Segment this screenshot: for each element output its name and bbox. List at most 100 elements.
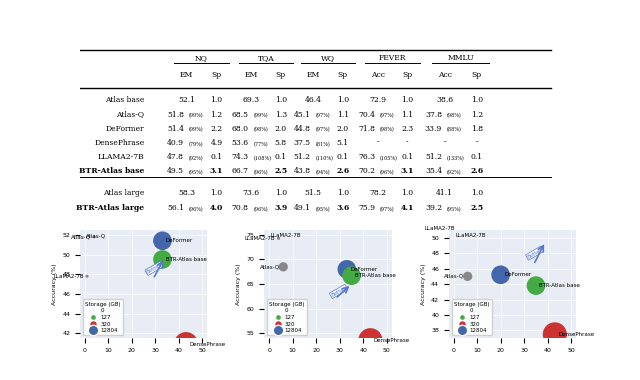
- Point: [550, 331, 560, 337]
- Text: 1.0: 1.0: [275, 189, 287, 197]
- Text: LLAMA2-7B: LLAMA2-7B: [98, 153, 145, 161]
- Text: EM: EM: [244, 71, 258, 79]
- Text: 2.0: 2.0: [337, 125, 349, 133]
- Legend: 0, 127, 320, 12804: 0, 127, 320, 12804: [452, 299, 492, 336]
- Text: 2.5: 2.5: [470, 204, 483, 212]
- Text: 74.3: 74.3: [232, 153, 248, 161]
- Text: 75.9: 75.9: [358, 204, 375, 212]
- Text: (99%): (99%): [253, 113, 268, 119]
- Text: Sp: Sp: [338, 71, 348, 79]
- Point: [453, 225, 463, 231]
- Text: BTR-Atlas large: BTR-Atlas large: [76, 204, 145, 212]
- Text: FEVER: FEVER: [379, 54, 406, 62]
- Point: [82, 273, 92, 279]
- Text: 2.2: 2.2: [211, 125, 223, 133]
- Text: 1.0: 1.0: [471, 189, 483, 197]
- Text: 2.3: 2.3: [401, 125, 413, 133]
- Text: 2.5: 2.5: [275, 167, 287, 175]
- Text: 0.1: 0.1: [471, 153, 483, 161]
- Text: 52.1: 52.1: [178, 97, 195, 104]
- Text: 5.8: 5.8: [275, 139, 287, 147]
- Text: 43.8: 43.8: [294, 167, 310, 175]
- Text: (95%): (95%): [447, 207, 461, 212]
- Text: 44.8: 44.8: [294, 125, 310, 133]
- Text: 45.1: 45.1: [294, 111, 310, 119]
- Text: 2.0: 2.0: [275, 125, 287, 133]
- Text: 0.1: 0.1: [401, 153, 413, 161]
- Text: (98%): (98%): [253, 127, 268, 133]
- Text: 76.3: 76.3: [358, 153, 375, 161]
- Text: 1.2: 1.2: [211, 111, 223, 119]
- Text: (105%): (105%): [380, 156, 398, 161]
- Text: 49.5: 49.5: [167, 167, 184, 175]
- Text: 1.3: 1.3: [275, 111, 287, 119]
- Text: 1.0: 1.0: [211, 97, 223, 104]
- Point: [278, 264, 289, 270]
- Text: 4.9: 4.9: [211, 139, 223, 147]
- Text: BTR-Atlas base: BTR-Atlas base: [79, 167, 145, 175]
- Text: Acc: Acc: [371, 71, 385, 79]
- Text: -: -: [444, 139, 446, 147]
- Text: 3.9: 3.9: [275, 204, 287, 212]
- Text: 41.1: 41.1: [436, 189, 453, 197]
- Text: 37.8: 37.8: [425, 111, 442, 119]
- Text: 78.2: 78.2: [369, 189, 386, 197]
- Text: 1.0: 1.0: [401, 97, 413, 104]
- Text: 1.1: 1.1: [401, 111, 413, 119]
- Text: 51.2: 51.2: [425, 153, 442, 161]
- Text: 3.1: 3.1: [210, 167, 223, 175]
- Text: (99%): (99%): [189, 113, 204, 119]
- Text: 0.1: 0.1: [337, 153, 349, 161]
- Text: 51.5: 51.5: [305, 189, 322, 197]
- Text: 70.4: 70.4: [358, 111, 375, 119]
- Point: [273, 235, 284, 241]
- Text: 53.6: 53.6: [232, 139, 248, 147]
- Text: 1.0: 1.0: [211, 189, 223, 197]
- Text: BTR-Atlas base: BTR-Atlas base: [355, 273, 396, 278]
- Text: Sp: Sp: [403, 71, 412, 79]
- Text: 1.1: 1.1: [337, 111, 349, 119]
- Text: 47.8: 47.8: [167, 153, 184, 161]
- Text: -: -: [376, 139, 379, 147]
- Text: (97%): (97%): [380, 113, 395, 119]
- Text: 0.1: 0.1: [211, 153, 223, 161]
- Text: EM: EM: [180, 71, 193, 79]
- Text: DensePhrase: DensePhrase: [374, 338, 410, 343]
- Text: 70.2: 70.2: [358, 167, 375, 175]
- Text: TQA: TQA: [258, 54, 275, 62]
- Text: 72.9: 72.9: [369, 97, 386, 104]
- Text: DensePhrase: DensePhrase: [558, 332, 595, 337]
- Text: 71.8: 71.8: [358, 125, 375, 133]
- Point: [463, 273, 473, 279]
- Text: 73.6: 73.6: [243, 189, 260, 197]
- Text: BTR-Atlas base: BTR-Atlas base: [540, 283, 580, 288]
- Y-axis label: Accuracy (%): Accuracy (%): [420, 263, 426, 305]
- Text: EM: EM: [307, 71, 320, 79]
- Text: 56.1: 56.1: [167, 204, 184, 212]
- Text: 3.6: 3.6: [336, 204, 349, 212]
- Text: (97%): (97%): [380, 207, 395, 212]
- Y-axis label: Accuracy (%): Accuracy (%): [236, 263, 241, 305]
- Text: (98%): (98%): [380, 127, 395, 133]
- Text: 1.0: 1.0: [275, 97, 287, 104]
- Point: [157, 256, 168, 263]
- Text: Sp: Sp: [211, 71, 221, 79]
- Point: [346, 273, 356, 279]
- Text: 1.0: 1.0: [337, 97, 349, 104]
- Text: (96%): (96%): [253, 207, 268, 212]
- Text: (133%): (133%): [447, 156, 465, 161]
- Point: [89, 234, 99, 240]
- Text: 51.8: 51.8: [167, 111, 184, 119]
- Text: 5.1: 5.1: [337, 139, 349, 147]
- Text: (92%): (92%): [447, 170, 461, 175]
- Text: 68.0: 68.0: [232, 125, 248, 133]
- Text: DensePhrase: DensePhrase: [189, 342, 226, 347]
- Text: 1.2: 1.2: [471, 111, 483, 119]
- Text: Sp: Sp: [472, 71, 482, 79]
- Text: (97%): (97%): [316, 127, 330, 133]
- Text: (99%): (99%): [189, 127, 204, 133]
- Text: NQ: NQ: [195, 54, 208, 62]
- Text: (98%): (98%): [447, 113, 462, 119]
- Text: 37.5: 37.5: [294, 139, 310, 147]
- Point: [342, 266, 352, 272]
